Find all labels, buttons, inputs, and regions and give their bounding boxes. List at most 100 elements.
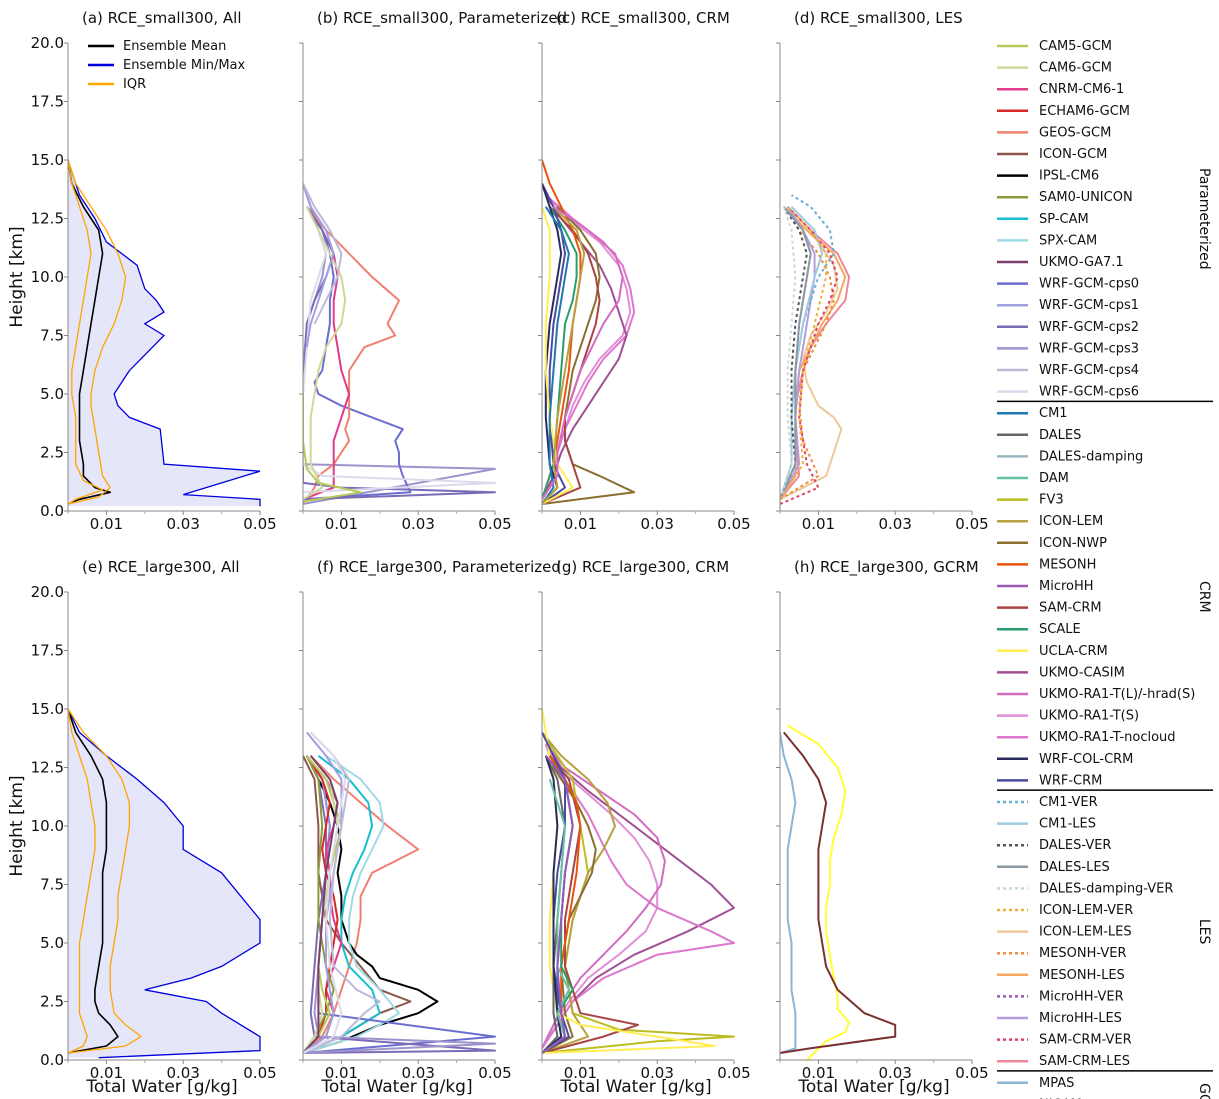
mini-legend-label: Ensemble Min/Max bbox=[123, 58, 246, 73]
series-icon-lem bbox=[542, 731, 616, 1054]
legend-entry: WRF-GCM-cps4 bbox=[1039, 363, 1139, 378]
panel-title-c: (c) RCE_small300, CRM bbox=[556, 9, 730, 28]
series-sam-crm-les bbox=[780, 206, 851, 500]
legend-group-label: Parameterized bbox=[1196, 168, 1212, 270]
series-cm1 bbox=[542, 206, 570, 505]
legend-entry: WRF-GCM-cps3 bbox=[1039, 341, 1139, 356]
legend-entry: SAM-CRM-LES bbox=[1039, 1054, 1130, 1069]
legend-entry: MESONH-LES bbox=[1039, 968, 1125, 983]
series-wrf-crm bbox=[542, 182, 566, 505]
panel-c: (c) RCE_small300, CRM 0.01 0.03 0.05 bbox=[538, 9, 751, 533]
y-tick-label: 2.5 bbox=[40, 993, 64, 1011]
legend-entry: MicroHH bbox=[1039, 579, 1094, 594]
x-tick-label: 0.05 bbox=[955, 515, 988, 533]
y-tick-label: 10.0 bbox=[31, 268, 64, 286]
x-tick-label: 0.01 bbox=[325, 515, 358, 533]
panels: (a) RCE_small300, All 0.0 2.5 5.0 7.5 10.0 12.… bbox=[7, 9, 989, 1097]
x-axis-label: Total Water [g/kg] bbox=[320, 1077, 472, 1097]
ensemble-range-fill bbox=[68, 709, 260, 1058]
series-iqr bbox=[68, 708, 96, 1054]
legend-entry: SAM0-UNICON bbox=[1039, 190, 1133, 205]
series-microhh-les bbox=[780, 206, 816, 500]
x-axis-label: Total Water [g/kg] bbox=[559, 1077, 711, 1097]
ensemble-range-fill bbox=[68, 160, 260, 507]
x-tick-label: 0.03 bbox=[878, 515, 911, 533]
series-cm1-les bbox=[780, 206, 824, 500]
legend-entry: CNRM-CM6-1 bbox=[1039, 82, 1124, 97]
panel-title-e: (e) RCE_large300, All bbox=[82, 558, 240, 577]
x-tick-label: 0.01 bbox=[325, 1064, 358, 1082]
ensemble-max-line bbox=[68, 708, 261, 1059]
panel-title-f: (f) RCE_large300, Parameterized bbox=[317, 558, 561, 577]
series-wrf-gcm-cps2 bbox=[303, 755, 496, 1054]
series-ukmo-ra1-t-s- bbox=[542, 743, 659, 1049]
y-tick-label: 5.0 bbox=[40, 934, 64, 952]
legend-entry: WRF-COL-CRM bbox=[1039, 752, 1133, 767]
plot-area-e bbox=[68, 708, 261, 1059]
series-ensemble-mean bbox=[68, 159, 111, 505]
series-sam0-unicon bbox=[303, 755, 335, 1054]
panel-f: (f) RCE_large300, Parameterized 0.01 0.03 0… bbox=[299, 558, 561, 1097]
x-tick-label: 0.05 bbox=[717, 515, 750, 533]
legend-entry: DALES-damping bbox=[1039, 449, 1143, 464]
x-tick-label: 0.03 bbox=[401, 1064, 434, 1082]
series-ucla-crm bbox=[542, 206, 574, 505]
legend-group-label: CRM bbox=[1196, 581, 1212, 613]
series-wrf-gcm-cps1 bbox=[303, 183, 335, 348]
series-wrf-col-crm bbox=[542, 183, 563, 505]
legend-entry: ECHAM6-GCM bbox=[1039, 104, 1130, 119]
plot-area-b bbox=[303, 182, 496, 505]
legend-entry: WRF-GCM-cps0 bbox=[1039, 277, 1139, 292]
x-tick-label: 0.01 bbox=[90, 515, 123, 533]
legend-entry: DAM bbox=[1039, 471, 1069, 486]
legend-entry: SAM-CRM bbox=[1039, 601, 1102, 616]
legend-entry: MicroHH-VER bbox=[1039, 989, 1124, 1004]
series-sam-crm bbox=[542, 206, 601, 505]
legend-entry: DALES-VER bbox=[1039, 838, 1111, 853]
panel-e: (e) RCE_large300, All 0.0 2.5 5.0 7.5 10.0 12.… bbox=[7, 558, 277, 1097]
legend-entry: ICON-GCM bbox=[1039, 147, 1107, 162]
series-microhh bbox=[542, 755, 574, 1054]
legend-entry: SPX-CAM bbox=[1039, 233, 1097, 248]
legend-entry: NICAM bbox=[1039, 1097, 1082, 1099]
series-dales-ver bbox=[780, 206, 808, 500]
series-icon-nwp bbox=[542, 206, 636, 505]
series-iqr bbox=[68, 159, 104, 505]
mini-legend-label: IQR bbox=[123, 77, 146, 92]
y-tick-label: 17.5 bbox=[31, 642, 64, 660]
x-tick-label: 0.03 bbox=[401, 515, 434, 533]
legend-entry: UKMO-RA1-T(L)/-hrad(S) bbox=[1039, 687, 1195, 702]
y-tick-label: 0.0 bbox=[40, 1051, 64, 1069]
legend-entry: UKMO-GA7.1 bbox=[1039, 255, 1124, 270]
plot-area-h bbox=[780, 724, 897, 1060]
series-mesonh-ver bbox=[780, 206, 835, 501]
series-icon-lem bbox=[542, 206, 586, 505]
x-axis-label: Total Water [g/kg] bbox=[85, 1077, 237, 1097]
panel-b: (b) RCE_small300, Parameterized 0.01 0.03 0… bbox=[299, 9, 567, 533]
y-axis-label: Height [km] bbox=[7, 226, 27, 327]
series-iqr bbox=[68, 159, 127, 505]
x-tick-label: 0.05 bbox=[478, 515, 511, 533]
legend-entry: MicroHH-LES bbox=[1039, 1011, 1122, 1026]
y-tick-label: 5.0 bbox=[40, 385, 64, 403]
y-tick-label: 7.5 bbox=[40, 327, 64, 345]
y-tick-label: 2.5 bbox=[40, 444, 64, 462]
panel-title-a: (a) RCE_small300, All bbox=[82, 9, 242, 28]
series-wrf-gcm-cps6 bbox=[303, 731, 347, 1054]
legend-entry: CM1 bbox=[1039, 406, 1068, 421]
series-mpas bbox=[780, 732, 797, 1054]
legend-entry: WRF-GCM-cps6 bbox=[1039, 385, 1139, 400]
series-dales-damping-ver bbox=[780, 206, 797, 500]
series-sp-cam bbox=[303, 755, 381, 1054]
series-icon-lem-les bbox=[780, 217, 843, 501]
series-ukmo-ra1-t-l-hrad-s- bbox=[542, 205, 624, 500]
legend-entry: DALES-damping-VER bbox=[1039, 881, 1173, 896]
plot-area-f bbox=[303, 731, 496, 1054]
x-tick-label: 0.05 bbox=[478, 1064, 511, 1082]
series-geos-gcm bbox=[303, 206, 400, 505]
series-wrf-gcm-cps4 bbox=[303, 182, 343, 325]
series-spx-cam bbox=[303, 754, 400, 1054]
mini-legend-label: Ensemble Mean bbox=[123, 39, 226, 54]
panel-a: (a) RCE_small300, All 0.0 2.5 5.0 7.5 10.0 12.… bbox=[7, 9, 277, 533]
